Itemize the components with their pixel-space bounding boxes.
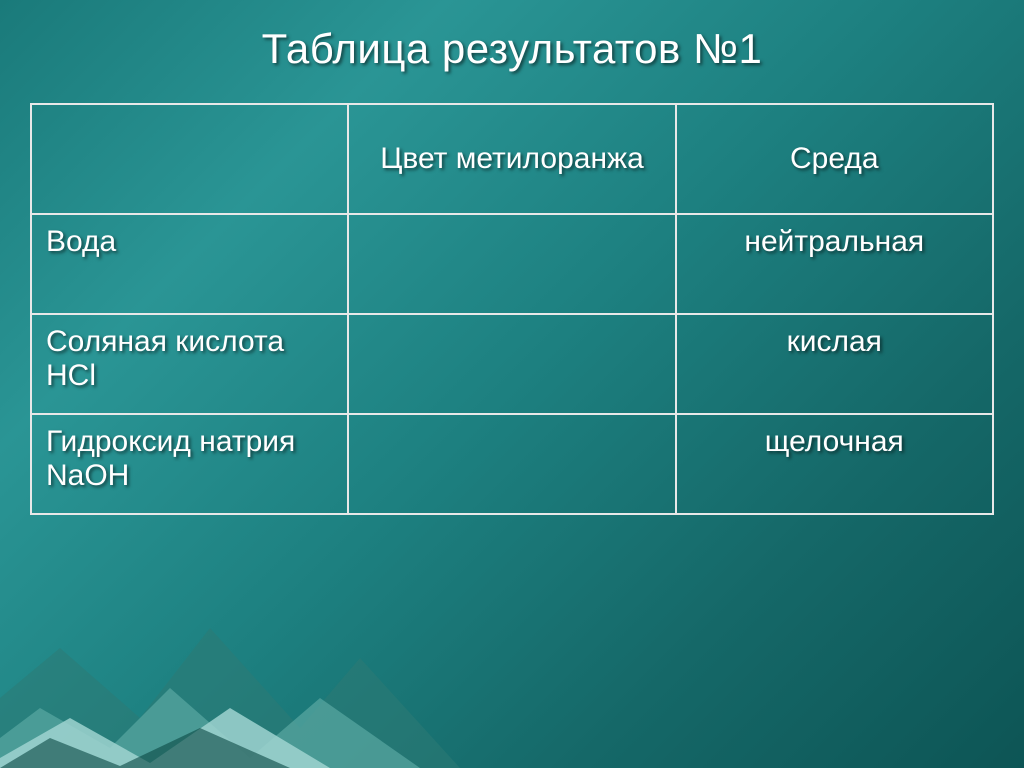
cell-color <box>348 214 675 314</box>
cell-substance: Соляная кислота HCl <box>31 314 348 414</box>
cell-color <box>348 414 675 514</box>
cell-medium: нейтральная <box>676 214 993 314</box>
cell-medium: кислая <box>676 314 993 414</box>
slide: Таблица результатов №1 Цвет метилоранжа … <box>0 0 1024 768</box>
header-cell-medium: Среда <box>676 104 993 214</box>
cell-substance: Гидроксид натрия NaOH <box>31 414 348 514</box>
mountain-back <box>0 628 460 768</box>
cell-color <box>348 314 675 414</box>
mountain-front <box>0 708 330 768</box>
table-row: Соляная кислота HCl кислая <box>31 314 993 414</box>
table-row: Гидроксид натрия NaOH щелочная <box>31 414 993 514</box>
results-table: Цвет метилоранжа Среда Вода нейтральная … <box>30 103 994 515</box>
header-cell-color: Цвет метилоранжа <box>348 104 675 214</box>
slide-title: Таблица результатов №1 <box>30 25 994 73</box>
mountain-shadow <box>0 728 290 768</box>
cell-substance: Вода <box>31 214 348 314</box>
table-row: Вода нейтральная <box>31 214 993 314</box>
mountain-decoration <box>0 588 1024 768</box>
mountain-mid <box>0 688 420 768</box>
cell-medium: щелочная <box>676 414 993 514</box>
header-cell-substance <box>31 104 348 214</box>
table-header-row: Цвет метилоранжа Среда <box>31 104 993 214</box>
mountain-svg <box>0 588 1024 768</box>
